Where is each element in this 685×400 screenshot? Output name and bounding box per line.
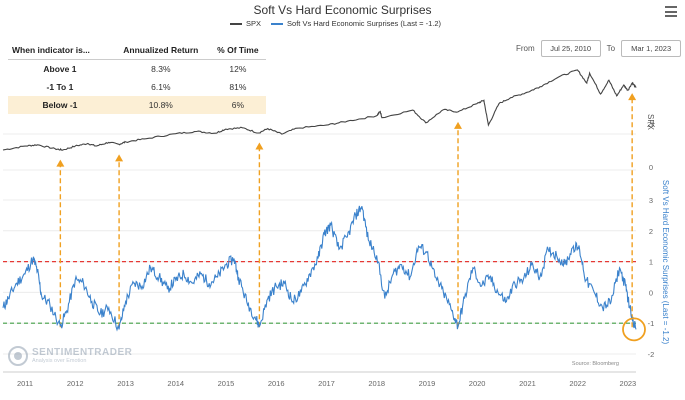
stats-cell-return: 10.8% bbox=[111, 96, 210, 114]
legend-item-spx[interactable]: SPX bbox=[230, 19, 261, 28]
to-label: To bbox=[606, 44, 616, 53]
sentimentrader-logo-icon bbox=[8, 346, 28, 366]
last-value-marker bbox=[622, 317, 646, 342]
x-tick-label: 2018 bbox=[368, 379, 385, 388]
spx-line bbox=[2, 69, 637, 151]
x-tick-label: 2020 bbox=[469, 379, 486, 388]
x-tick-label: 2015 bbox=[218, 379, 235, 388]
stats-header-return: Annualized Return bbox=[111, 41, 210, 60]
brand-name: SENTIMENTRADER bbox=[32, 347, 133, 358]
indicator-tick-label: 2 bbox=[649, 227, 653, 236]
x-tick-label: 2014 bbox=[167, 379, 184, 388]
spx-tick-label: 0 bbox=[649, 163, 653, 172]
signal-arrowhead-icon bbox=[628, 93, 637, 101]
stats-cell-time: 6% bbox=[209, 96, 266, 114]
stats-cell-condition: Above 1 bbox=[43, 64, 77, 74]
from-label: From bbox=[516, 44, 535, 53]
signal-arrowhead-icon bbox=[115, 154, 124, 162]
stats-row: -1 To 1 6.1% 81% bbox=[8, 78, 266, 96]
last-value-circle bbox=[622, 317, 646, 342]
x-tick-label: 2012 bbox=[67, 379, 84, 388]
legend-swatch-spx bbox=[230, 22, 242, 25]
date-range-selector: From Jul 25, 2010 To Mar 1, 2023 bbox=[516, 40, 685, 57]
stats-row: Above 1 8.3% 12% bbox=[8, 60, 266, 79]
stats-cell-condition: Below -1 bbox=[8, 96, 112, 114]
legend-item-indicator[interactable]: Soft Vs Hard Economic Surprises (Last = … bbox=[271, 19, 441, 28]
indicator-tick-label: 3 bbox=[649, 196, 653, 205]
stats-header-row: When indicator is... Annualized Return %… bbox=[8, 41, 266, 60]
stats-cell-time: 12% bbox=[229, 64, 247, 74]
indicator-tick-label: 1 bbox=[649, 258, 653, 267]
spx-tick-label: 2k bbox=[647, 120, 655, 129]
stats-row-highlighted: Below -1 10.8% 6% bbox=[8, 96, 266, 114]
x-tick-label: 2019 bbox=[419, 379, 436, 388]
stats-header-condition: When indicator is... bbox=[8, 41, 112, 60]
from-date-input[interactable]: Jul 25, 2010 bbox=[540, 40, 601, 57]
indicator-tick-label: -2 bbox=[648, 350, 655, 359]
signal-arrowhead-icon bbox=[255, 142, 264, 150]
grid-lines bbox=[3, 133, 636, 355]
x-tick-label: 2016 bbox=[268, 379, 285, 388]
series-group bbox=[2, 69, 637, 332]
indicator-line bbox=[2, 205, 637, 332]
x-axis: 2011 2012 2013 2014 2015 2016 2017 2018 2019 2020… bbox=[3, 371, 637, 388]
spx-axis-label: SPX bbox=[646, 114, 655, 131]
stats-cell-return: 6.1% bbox=[151, 82, 171, 92]
indicator-axis-label: Soft Vs Hard Economic Surprises (Last = … bbox=[661, 180, 670, 345]
signal-arrowhead-icon bbox=[56, 159, 65, 167]
x-tick-label: 2023 bbox=[620, 379, 637, 388]
brand-tagline: Analysis over Emotion bbox=[32, 358, 87, 364]
x-tick-label: 2011 bbox=[17, 379, 33, 388]
hamburger-menu-icon[interactable] bbox=[665, 6, 677, 17]
legend: SPX Soft Vs Hard Economic Surprises (Las… bbox=[230, 19, 451, 28]
to-date-input[interactable]: Mar 1, 2023 bbox=[621, 40, 682, 57]
x-tick-label: 2013 bbox=[117, 379, 134, 388]
legend-swatch-indicator bbox=[271, 22, 284, 25]
stats-header-time: % Of Time bbox=[209, 41, 266, 60]
indicator-tick-label: -1 bbox=[648, 319, 655, 328]
stats-cell-return: 8.3% bbox=[151, 64, 171, 74]
brand-watermark: SENTIMENTRADER Analysis over Emotion bbox=[8, 346, 132, 366]
signal-arrowhead-icon bbox=[454, 121, 463, 129]
x-tick-label: 2017 bbox=[318, 379, 335, 388]
legend-label-spx: SPX bbox=[246, 19, 262, 28]
chart-title: Soft Vs Hard Economic Surprises bbox=[253, 3, 432, 17]
x-tick-label: 2022 bbox=[569, 379, 586, 388]
y-axis: 3 2 1 0 -1 -2 2k 0 SPX Soft Vs Hard Economic Surp… bbox=[646, 114, 670, 359]
source-note: Source: Bloomberg bbox=[571, 361, 619, 367]
legend-label-indicator: Soft Vs Hard Economic Surprises (Last = … bbox=[287, 19, 442, 28]
stats-table: When indicator is... Annualized Return %… bbox=[8, 41, 266, 114]
stats-cell-time: 81% bbox=[229, 82, 247, 92]
indicator-tick-label: 0 bbox=[649, 288, 653, 297]
signal-arrows bbox=[56, 93, 637, 328]
stats-cell-condition: -1 To 1 bbox=[46, 82, 74, 92]
x-tick-label: 2021 bbox=[519, 379, 536, 388]
